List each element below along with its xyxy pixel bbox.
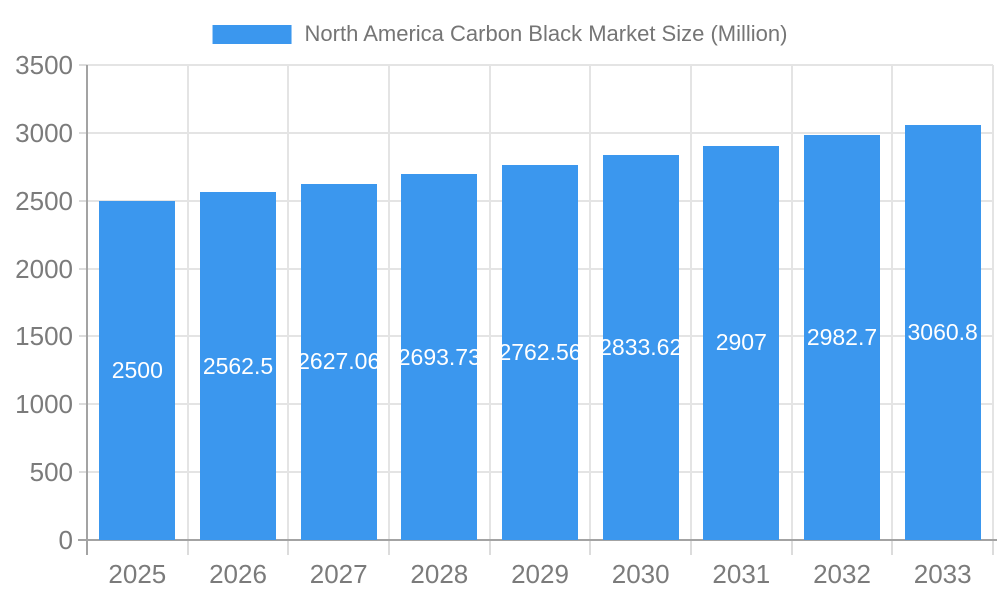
bar-value-label: 2627.06 <box>300 348 377 375</box>
y-axis-tick <box>79 268 87 270</box>
x-tick-label: 2029 <box>511 559 569 589</box>
x-tick-label: 2025 <box>108 559 167 589</box>
y-tick-label: 3000 <box>15 118 73 148</box>
x-tick-label: 2030 <box>611 559 670 589</box>
v-gridline <box>891 65 893 540</box>
v-gridline <box>388 65 390 540</box>
bar-value-label: 3060.8 <box>907 318 978 345</box>
bar-value-label: 2762.56 <box>502 339 578 366</box>
y-axis-tick <box>79 64 87 66</box>
x-axis-tick <box>791 540 793 555</box>
legend-item[interactable]: North America Carbon Black Market Size (… <box>212 21 788 47</box>
bar[interactable]: 2833.62 <box>602 155 679 540</box>
x-tick-label: 2032 <box>813 559 871 589</box>
bar-value-label: 2500 <box>111 356 163 383</box>
y-axis-tick <box>79 200 87 202</box>
v-gridline <box>287 65 289 540</box>
x-axis-tick <box>589 540 591 555</box>
v-gridline <box>690 65 692 540</box>
v-gridline <box>791 65 793 540</box>
bar[interactable]: 2907 <box>703 145 780 540</box>
x-axis-tick <box>891 540 893 555</box>
v-gridline <box>992 65 994 540</box>
bar[interactable]: 2627.06 <box>300 183 377 540</box>
bar[interactable]: 2500 <box>99 200 176 540</box>
bar[interactable]: 3060.8 <box>904 124 981 540</box>
v-gridline <box>187 65 189 540</box>
bar-value-label: 2562.5 <box>202 352 274 379</box>
x-tick-label: 2026 <box>209 559 267 589</box>
y-tick-label: 2000 <box>15 254 73 284</box>
x-axis-tick <box>489 540 491 555</box>
x-tick-label: 2027 <box>309 559 368 589</box>
bar-value-label: 2833.62 <box>602 334 679 361</box>
x-axis-line <box>78 539 997 541</box>
y-tick-label: 1000 <box>15 389 73 419</box>
y-tick-label: 2500 <box>15 186 73 216</box>
x-tick-label: 2031 <box>712 559 771 589</box>
y-tick-label: 500 <box>29 457 73 487</box>
y-axis-tick <box>79 132 87 134</box>
y-axis-line <box>86 65 88 555</box>
y-axis-tick <box>79 403 87 405</box>
bar-value-label: 2907 <box>715 329 767 356</box>
bar[interactable]: 2562.5 <box>200 192 276 540</box>
y-tick-label: 1500 <box>15 321 73 351</box>
bar[interactable]: 2693.73 <box>401 174 478 540</box>
y-axis-tick <box>79 471 87 473</box>
y-tick-label: 0 <box>58 525 73 555</box>
legend-label: North America Carbon Black Market Size (… <box>304 21 788 46</box>
y-tick-label: 3500 <box>15 50 73 80</box>
x-axis-tick <box>187 540 189 555</box>
x-axis-tick <box>388 540 390 555</box>
x-axis-tick <box>287 540 289 555</box>
v-gridline <box>589 65 591 540</box>
y-axis-tick <box>79 335 87 337</box>
x-tick-label: 2033 <box>913 559 972 589</box>
bar[interactable]: 2762.56 <box>502 165 578 540</box>
h-gridline <box>87 64 993 66</box>
bar-value-label: 2982.7 <box>806 324 878 351</box>
x-tick-label: 2028 <box>410 559 469 589</box>
x-axis-tick <box>690 540 692 555</box>
bar-value-label: 2693.73 <box>401 343 478 370</box>
bar[interactable]: 2982.7 <box>804 135 880 540</box>
legend-swatch <box>212 24 292 44</box>
h-gridline <box>87 132 993 134</box>
v-gridline <box>489 65 491 540</box>
x-axis-tick <box>992 540 994 555</box>
